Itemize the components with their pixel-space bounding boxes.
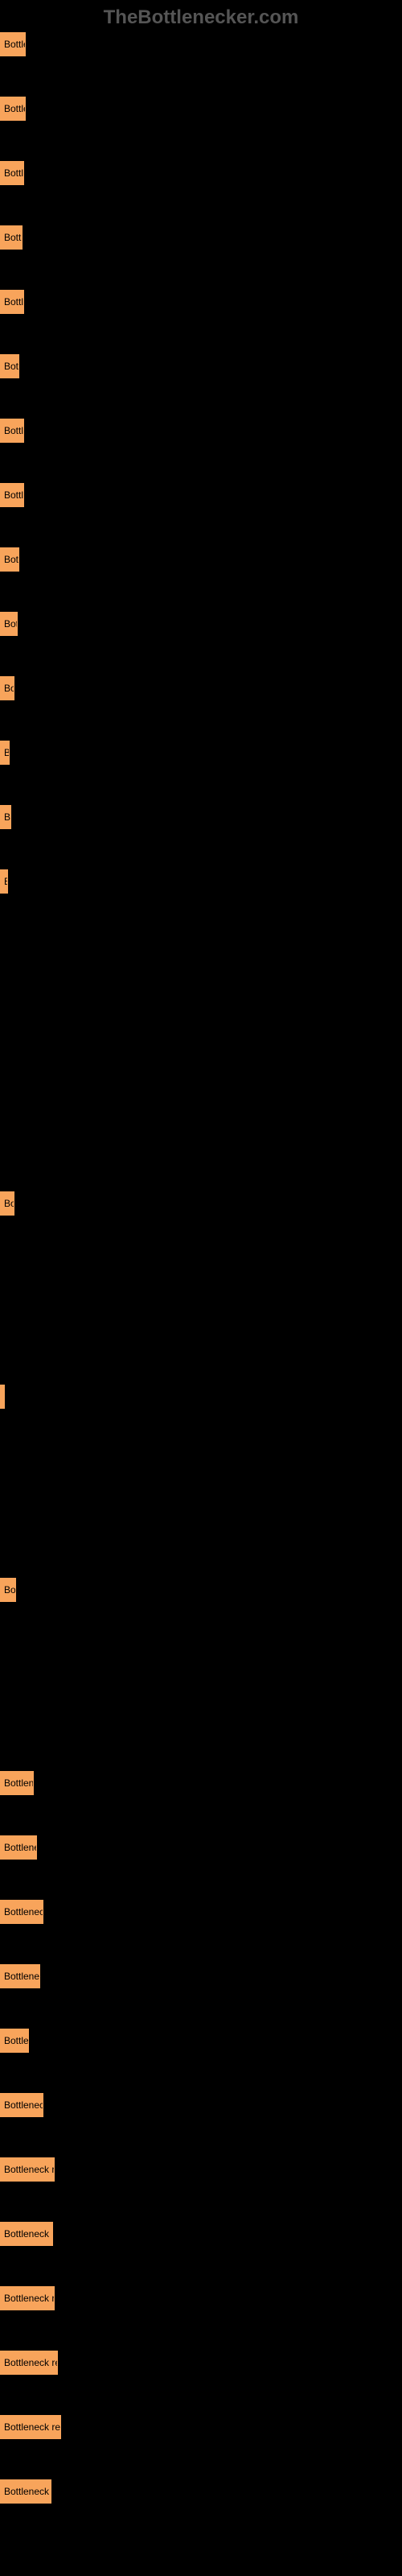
bar-label: Bottle <box>4 103 26 114</box>
bar-row: Bot <box>0 1578 16 1602</box>
bar-label: Bottlen <box>4 2035 29 2046</box>
bar: Bottlenec <box>0 1835 37 1860</box>
bar-label: Bottl <box>4 425 23 436</box>
bar-label: Bot <box>4 554 18 565</box>
bar-row: Bottleneck re <box>0 2286 55 2310</box>
bar-row: Bottlenec <box>0 1835 37 1860</box>
bar-label: B <box>4 747 10 758</box>
bar: Bottl <box>0 419 24 443</box>
bar: Bott <box>0 225 23 250</box>
bar-row: Bottl <box>0 290 24 314</box>
bar-row: Bottlenec <box>0 1964 40 1988</box>
bar: Bot <box>0 354 19 378</box>
bar-row: Bot <box>0 547 19 572</box>
bar-row: Bottle <box>0 32 26 56</box>
bar-label: B <box>4 811 10 823</box>
bar: Bottl <box>0 161 24 185</box>
bar-label: Bottleneck re <box>4 2164 55 2175</box>
bar: Bottle <box>0 32 26 56</box>
bar: Bottleneck <box>0 2093 43 2117</box>
bar-label: Bottleneck rest <box>4 2421 61 2433</box>
bar-row: B <box>0 869 8 894</box>
bar-label: Bottlene <box>4 1777 34 1789</box>
bar-row: Bottle <box>0 97 26 121</box>
bar-label: Bottlenec <box>4 1842 37 1853</box>
bar-label: Bottleneck re <box>4 2228 53 2240</box>
bar-label: Bot <box>4 618 18 630</box>
bar-row: Bottleneck rest <box>0 2415 61 2439</box>
bar-label: Bott <box>4 232 21 243</box>
bar-row: Bottleneck res <box>0 2351 58 2375</box>
bar-row: B <box>0 805 11 829</box>
bar: B <box>0 741 10 765</box>
bar: Bottleneck r <box>0 2479 51 2504</box>
bar-row: Bottleneck re <box>0 2222 53 2246</box>
bar: Bottleneck res <box>0 2351 58 2375</box>
bar: Bottl <box>0 483 24 507</box>
bar-row: Bottleneck <box>0 1900 43 1924</box>
bar: Bottleneck re <box>0 2157 55 2182</box>
bar-row: Bottl <box>0 419 24 443</box>
bar-row: Bot <box>0 354 19 378</box>
bar-label: Bottleneck res <box>4 2357 58 2368</box>
bar-row: Bottlen <box>0 2029 29 2053</box>
bar-row: Bottlene <box>0 1771 34 1795</box>
watermark-text: TheBottlenecker.com <box>104 6 299 29</box>
bar-label: Bottl <box>4 489 23 501</box>
bar-row: Bottleneck re <box>0 2157 55 2182</box>
bar-row: Bottl <box>0 161 24 185</box>
bar: Bot <box>0 547 19 572</box>
bar: Bottlen <box>0 2029 29 2053</box>
bar-row: Bott <box>0 225 23 250</box>
bar-row <box>0 1385 5 1409</box>
bar: Bottl <box>0 290 24 314</box>
bar-label: Bo <box>4 683 14 694</box>
bar: Bottleneck re <box>0 2286 55 2310</box>
bar: Bottleneck rest <box>0 2415 61 2439</box>
bar: Bottleneck re <box>0 2222 53 2246</box>
bar-label: Bottleneck re <box>4 2293 55 2304</box>
bar: Bo <box>0 1191 14 1216</box>
bar: Bot <box>0 1578 16 1602</box>
chart-area: Bottle Bottle Bottl Bott Bottl Bot Bottl Bottl B… <box>0 32 402 2568</box>
bar-label: Bottl <box>4 296 23 308</box>
bar-row: Bo <box>0 1191 14 1216</box>
bar: Bot <box>0 612 18 636</box>
bar-label: B <box>4 876 8 887</box>
bar-label: Bo <box>4 1198 14 1209</box>
bar: Bottle <box>0 97 26 121</box>
bar <box>0 1385 5 1409</box>
bar-row: Bottleneck r <box>0 2479 51 2504</box>
bar-row: Bot <box>0 612 18 636</box>
bar-row: Bottl <box>0 483 24 507</box>
bar: Bottleneck <box>0 1900 43 1924</box>
bar-label: Bot <box>4 1584 16 1596</box>
bar-label: Bottleneck <box>4 1906 43 1918</box>
bar-row: B <box>0 741 10 765</box>
bar: B <box>0 805 11 829</box>
bar-label: Bot <box>4 361 18 372</box>
bar-row: Bottleneck <box>0 2093 43 2117</box>
bar-row: Bo <box>0 676 14 700</box>
bar: Bo <box>0 676 14 700</box>
bar-label: Bottleneck r <box>4 2486 51 2497</box>
bar: B <box>0 869 8 894</box>
bar-label: Bottl <box>4 167 23 179</box>
bar-label: Bottlenec <box>4 1971 40 1982</box>
bar: Bottlenec <box>0 1964 40 1988</box>
bar: Bottlene <box>0 1771 34 1795</box>
bar-label: Bottle <box>4 39 26 50</box>
bar-label: Bottleneck <box>4 2099 43 2111</box>
